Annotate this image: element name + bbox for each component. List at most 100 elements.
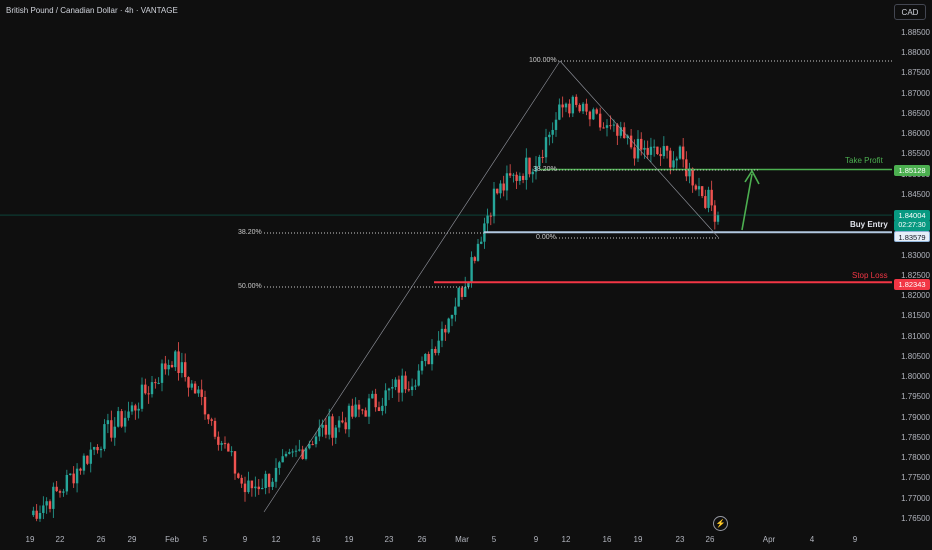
candle (167, 359, 170, 376)
candle (371, 390, 374, 399)
candle (420, 356, 424, 375)
candle (298, 439, 301, 452)
price-tick-label: 1.80500 (901, 351, 930, 361)
candle (230, 446, 233, 457)
candle (685, 151, 688, 182)
candle (127, 401, 130, 421)
time-tick-label: 12 (561, 535, 571, 544)
candle (581, 102, 585, 115)
price-tick-label: 1.77000 (901, 493, 930, 503)
time-tick-label: 5 (491, 535, 497, 544)
candle (681, 138, 685, 168)
candle (401, 368, 404, 402)
candle (278, 460, 281, 475)
candle (518, 172, 522, 185)
candle (177, 342, 180, 381)
candle (551, 122, 554, 144)
price-tick-label: 1.87000 (901, 88, 930, 98)
candle (38, 505, 42, 522)
price-scale[interactable]: 1.88500 1.88000 1.87500 1.87000 1.86500 1.860… (892, 0, 932, 550)
price-tick-label: 1.78500 (901, 432, 930, 442)
buy-entry-price-tag: 1.83579 (894, 231, 930, 242)
candlestick-chart[interactable] (0, 0, 892, 530)
fib-left-38-label: 38.20% (238, 229, 262, 236)
candle (347, 403, 351, 438)
time-tick-label: 23 (675, 535, 685, 544)
candle (512, 172, 515, 183)
candle (328, 408, 331, 440)
currency-button[interactable]: CAD (894, 4, 926, 20)
candle (623, 122, 626, 139)
candle (210, 417, 213, 426)
candle (486, 208, 489, 234)
candle (534, 156, 538, 180)
candle (324, 418, 328, 439)
candle (538, 154, 541, 170)
candle (489, 212, 492, 226)
price-tick-label: 1.80000 (901, 372, 930, 382)
candle (521, 173, 525, 184)
candle (304, 446, 308, 461)
candle (434, 346, 437, 356)
candle (274, 458, 278, 488)
candle (585, 98, 588, 116)
candle (629, 128, 633, 150)
candle (99, 446, 103, 458)
fib-right-100-label: 100.00% (529, 57, 557, 64)
chart-area[interactable]: British Pound / Canadian Dollar · 4h · V… (0, 0, 892, 531)
candle (240, 474, 243, 488)
candle (568, 99, 571, 118)
candle (140, 377, 144, 412)
candle (410, 378, 414, 396)
candle (694, 183, 698, 191)
candle (454, 297, 457, 322)
candle (457, 287, 460, 307)
fib-left-50-label: 50.00% (238, 283, 262, 290)
candle (541, 149, 544, 163)
price-tick-label: 1.81000 (901, 331, 930, 341)
candle (110, 410, 113, 442)
candle (82, 453, 86, 475)
buy-entry-label: Buy Entry (850, 220, 888, 229)
time-tick-label: 9 (242, 535, 248, 544)
candle (595, 107, 598, 115)
candle (150, 375, 154, 398)
candle (558, 98, 561, 121)
candle (528, 157, 531, 178)
candle (35, 504, 38, 522)
time-scale[interactable]: 19 22 26 29 Feb 5 9 12 16 19 23 26 Mar 5 9 12 16 19 23 26 Ap… (0, 530, 892, 550)
candle (147, 386, 150, 404)
price-tick-label: 1.76500 (901, 513, 930, 523)
candle (311, 440, 314, 446)
candle (58, 489, 62, 498)
candle (364, 407, 367, 417)
candle (502, 175, 505, 197)
candle (247, 471, 250, 494)
candle (391, 378, 394, 398)
candle (75, 463, 79, 493)
candle (331, 413, 334, 446)
price-tick-label: 1.88000 (901, 48, 930, 58)
candle (233, 451, 237, 480)
time-tick-label: 26 (96, 535, 106, 544)
candle (220, 440, 223, 451)
stop-loss-price-tag: 1.82343 (894, 279, 930, 290)
candle (710, 180, 713, 211)
price-tick-label: 1.82500 (901, 270, 930, 280)
candle (261, 478, 264, 490)
time-tick-label: 22 (55, 535, 65, 544)
fib-right-0-label: 0.00% (536, 234, 556, 241)
candle (384, 383, 387, 414)
candle (688, 162, 691, 184)
time-tick-label: 19 (633, 535, 643, 544)
candle (444, 324, 447, 341)
candle (170, 361, 174, 369)
candle (361, 408, 364, 415)
time-tick-label: 19 (25, 535, 35, 544)
price-tick-label: 1.82000 (901, 291, 930, 301)
candle (48, 499, 52, 513)
take-profit-label: Take Profit (845, 156, 883, 165)
tradingview-logo-icon: ⚡ (713, 516, 728, 531)
candle (437, 331, 440, 356)
candle (374, 388, 377, 412)
